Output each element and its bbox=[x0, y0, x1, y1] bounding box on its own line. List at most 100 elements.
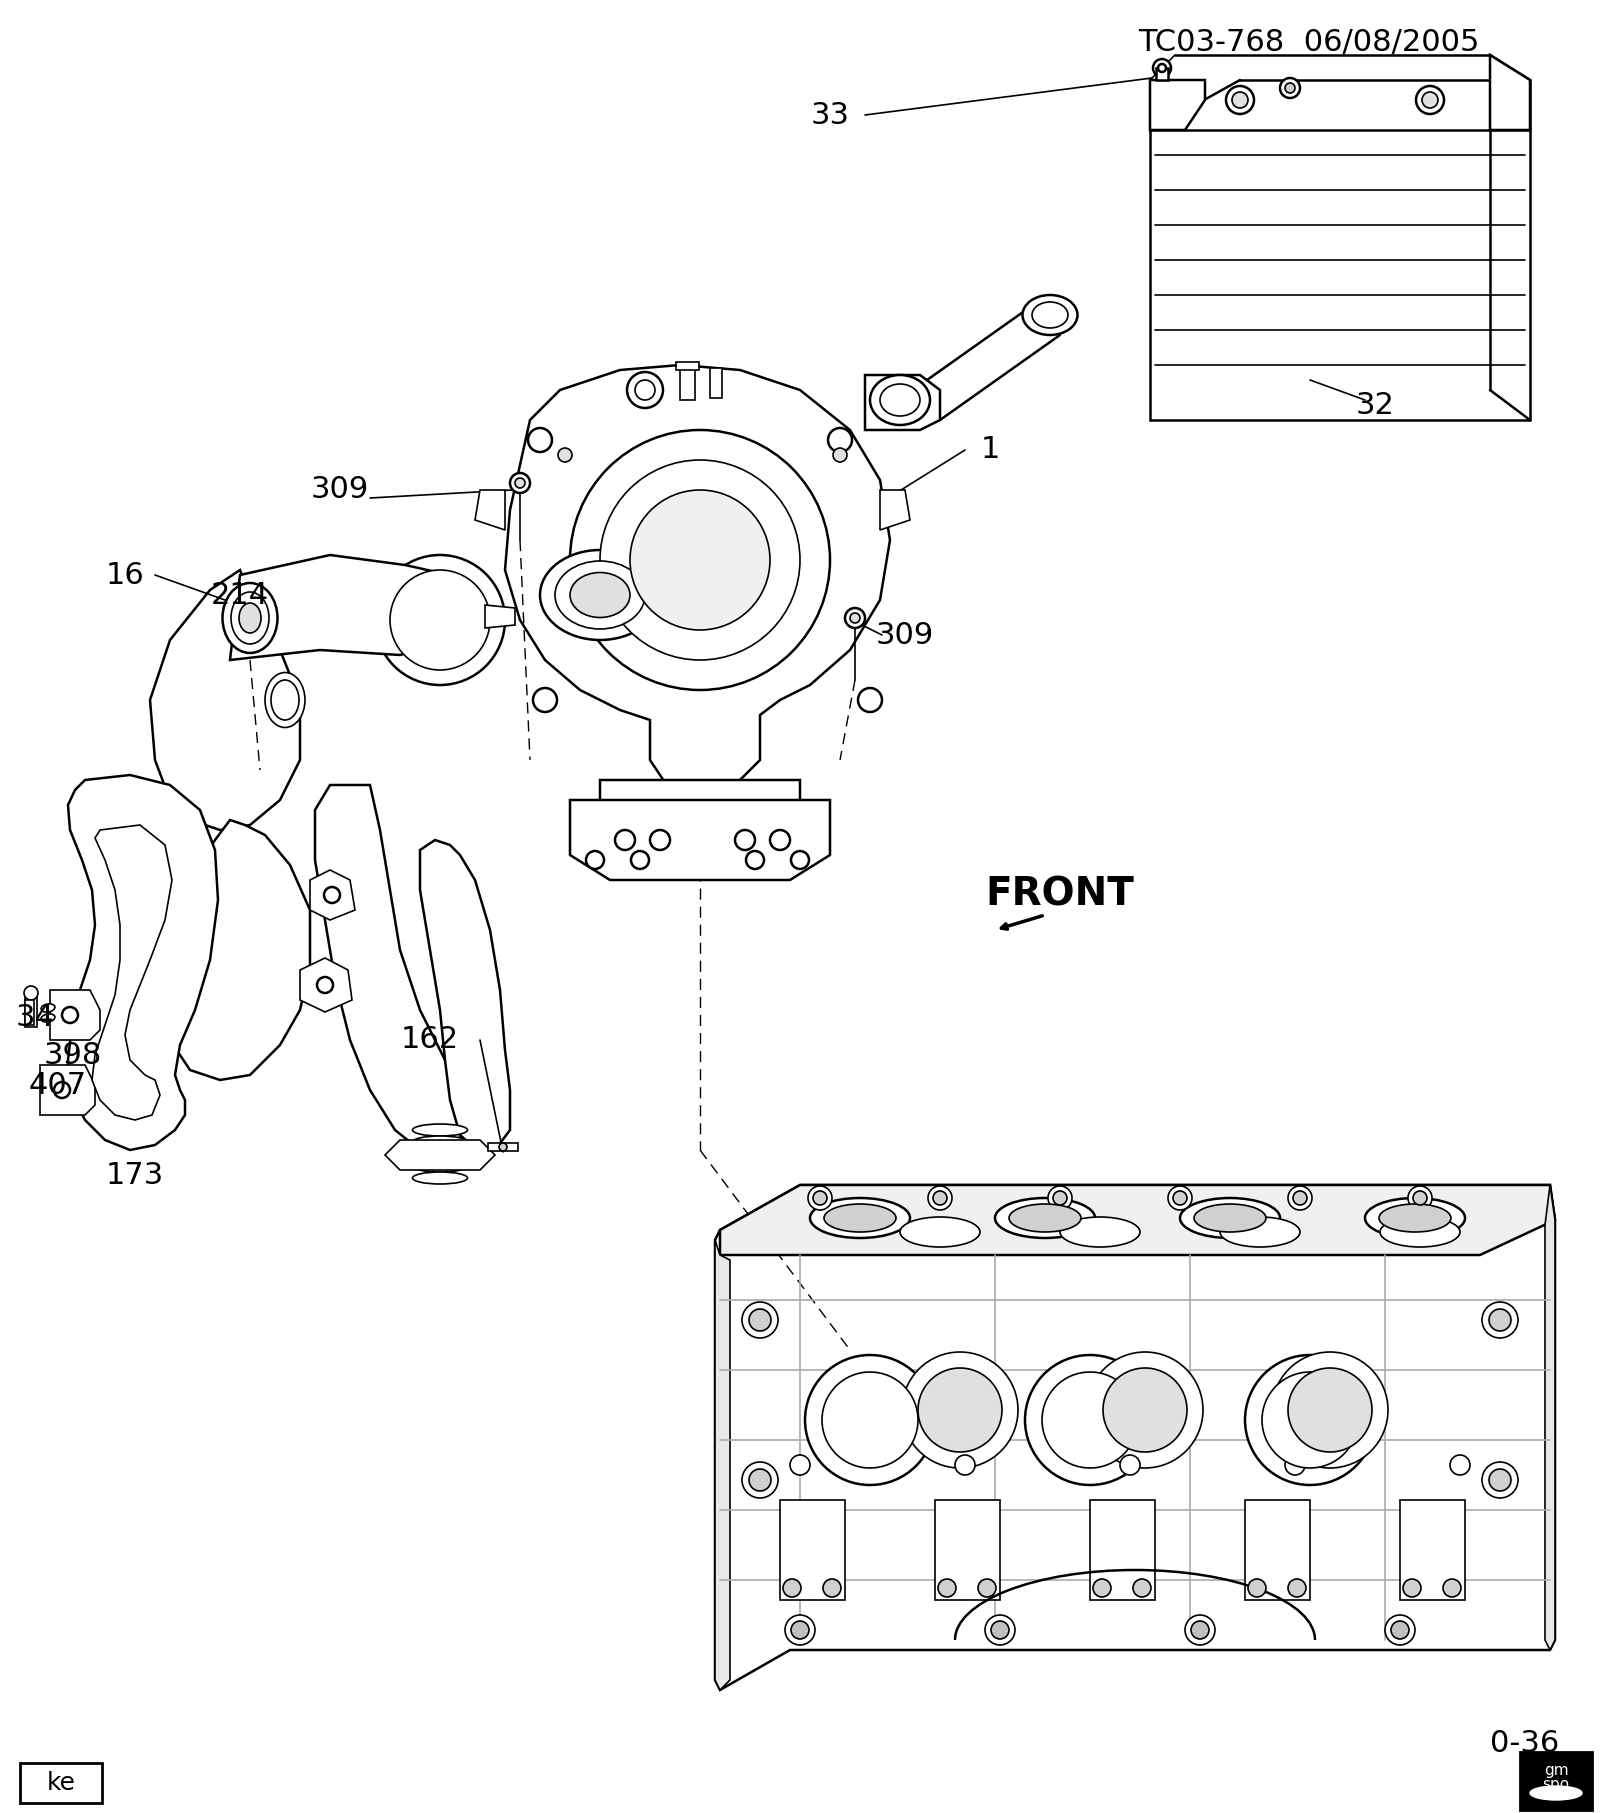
Ellipse shape bbox=[1194, 1204, 1266, 1233]
Ellipse shape bbox=[1365, 1198, 1466, 1238]
Circle shape bbox=[1154, 60, 1171, 76]
Text: spo: spo bbox=[1542, 1777, 1570, 1791]
Polygon shape bbox=[715, 1186, 1555, 1690]
Polygon shape bbox=[310, 870, 355, 919]
Circle shape bbox=[1450, 1456, 1470, 1476]
Circle shape bbox=[742, 1461, 778, 1498]
Circle shape bbox=[635, 381, 654, 401]
Circle shape bbox=[1288, 1186, 1312, 1209]
Circle shape bbox=[1422, 92, 1438, 109]
Circle shape bbox=[938, 1579, 957, 1597]
Ellipse shape bbox=[42, 1004, 54, 1012]
Ellipse shape bbox=[42, 1013, 54, 1023]
Text: 309: 309 bbox=[875, 620, 934, 649]
Circle shape bbox=[1293, 1191, 1307, 1206]
Bar bbox=[1090, 1499, 1155, 1601]
Ellipse shape bbox=[230, 593, 269, 644]
Circle shape bbox=[1272, 1352, 1389, 1469]
Circle shape bbox=[782, 1579, 802, 1597]
Text: 33: 33 bbox=[811, 100, 850, 129]
Circle shape bbox=[499, 1142, 507, 1151]
Circle shape bbox=[374, 555, 506, 685]
Bar bbox=[781, 1499, 845, 1601]
Text: 32: 32 bbox=[1355, 390, 1395, 419]
Ellipse shape bbox=[810, 1198, 910, 1238]
Circle shape bbox=[1386, 1615, 1414, 1644]
Polygon shape bbox=[720, 1186, 1555, 1255]
Circle shape bbox=[586, 850, 605, 868]
Bar bbox=[26, 1001, 34, 1024]
Ellipse shape bbox=[266, 673, 306, 727]
Circle shape bbox=[805, 1354, 934, 1485]
Circle shape bbox=[1226, 85, 1254, 114]
Bar bbox=[1520, 1751, 1592, 1809]
Circle shape bbox=[933, 1191, 947, 1206]
Polygon shape bbox=[485, 606, 515, 627]
Ellipse shape bbox=[1032, 303, 1069, 328]
Text: ke: ke bbox=[46, 1771, 75, 1795]
Bar bbox=[26, 997, 37, 1026]
Bar bbox=[680, 364, 694, 401]
Ellipse shape bbox=[238, 604, 261, 633]
Circle shape bbox=[742, 1302, 778, 1338]
Bar bbox=[1400, 1499, 1466, 1601]
Circle shape bbox=[822, 1372, 918, 1469]
Circle shape bbox=[790, 1621, 810, 1639]
Ellipse shape bbox=[1379, 1217, 1459, 1247]
Circle shape bbox=[1443, 1579, 1461, 1597]
Text: gm: gm bbox=[1544, 1764, 1568, 1779]
Circle shape bbox=[1416, 85, 1443, 114]
Circle shape bbox=[1490, 1469, 1510, 1490]
Polygon shape bbox=[1490, 54, 1530, 131]
Text: 1: 1 bbox=[981, 435, 1000, 464]
Ellipse shape bbox=[1059, 1217, 1139, 1247]
Circle shape bbox=[978, 1579, 995, 1597]
Ellipse shape bbox=[413, 1160, 467, 1171]
Circle shape bbox=[986, 1615, 1014, 1644]
Bar bbox=[934, 1499, 1000, 1601]
Circle shape bbox=[1288, 1579, 1306, 1597]
Circle shape bbox=[845, 607, 866, 627]
Ellipse shape bbox=[995, 1198, 1094, 1238]
Circle shape bbox=[746, 850, 765, 868]
Circle shape bbox=[1158, 63, 1166, 73]
Circle shape bbox=[990, 1621, 1010, 1639]
Circle shape bbox=[822, 1579, 842, 1597]
Ellipse shape bbox=[570, 573, 630, 618]
Text: 162: 162 bbox=[402, 1026, 459, 1055]
Circle shape bbox=[528, 428, 552, 451]
Circle shape bbox=[1190, 1621, 1210, 1639]
Polygon shape bbox=[315, 785, 461, 1155]
Bar bbox=[1245, 1499, 1310, 1601]
Circle shape bbox=[808, 1186, 832, 1209]
Ellipse shape bbox=[899, 1217, 979, 1247]
Circle shape bbox=[1490, 1309, 1510, 1331]
Circle shape bbox=[834, 448, 846, 462]
Ellipse shape bbox=[1221, 1217, 1299, 1247]
Polygon shape bbox=[386, 1140, 494, 1169]
Bar bbox=[710, 368, 722, 399]
Circle shape bbox=[1168, 1186, 1192, 1209]
Circle shape bbox=[627, 372, 662, 408]
Circle shape bbox=[1086, 1352, 1203, 1469]
Polygon shape bbox=[301, 957, 352, 1012]
Circle shape bbox=[1026, 1354, 1155, 1485]
Polygon shape bbox=[1546, 1186, 1555, 1650]
Circle shape bbox=[533, 687, 557, 713]
Circle shape bbox=[558, 448, 573, 462]
Circle shape bbox=[734, 830, 755, 850]
Circle shape bbox=[510, 473, 530, 493]
Text: FRONT: FRONT bbox=[986, 876, 1134, 914]
Circle shape bbox=[770, 830, 790, 850]
Circle shape bbox=[918, 1369, 1002, 1452]
Circle shape bbox=[1390, 1621, 1410, 1639]
Circle shape bbox=[614, 830, 635, 850]
Ellipse shape bbox=[880, 384, 920, 415]
Circle shape bbox=[323, 887, 339, 903]
Circle shape bbox=[1186, 1615, 1214, 1644]
Circle shape bbox=[1102, 1369, 1187, 1452]
Ellipse shape bbox=[824, 1204, 896, 1233]
Ellipse shape bbox=[1022, 296, 1077, 335]
Circle shape bbox=[1280, 78, 1299, 98]
Text: 407: 407 bbox=[29, 1070, 86, 1099]
